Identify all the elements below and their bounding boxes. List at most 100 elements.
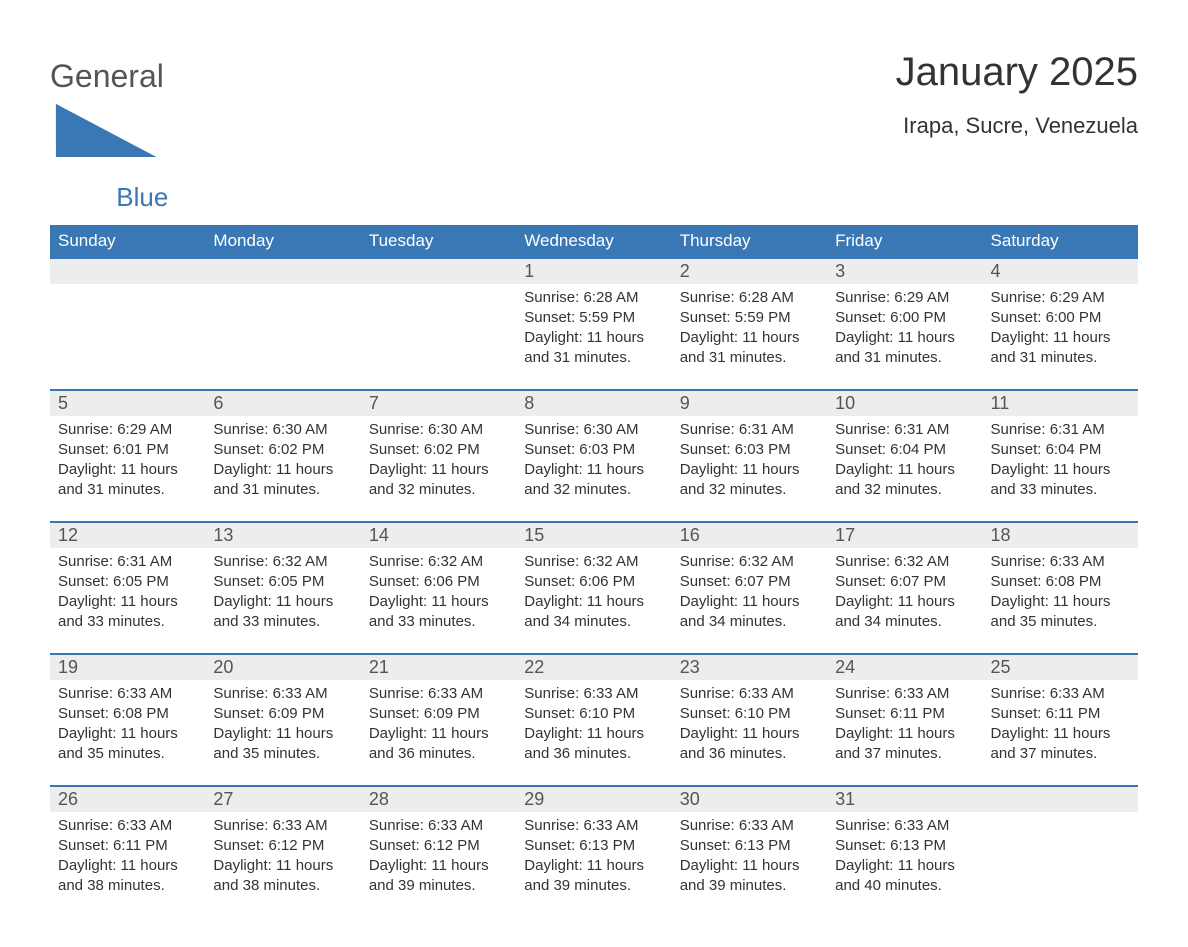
- daylight-line: Daylight: 11 hours and 31 minutes.: [835, 328, 974, 369]
- sunset-line: Sunset: 6:03 PM: [680, 440, 819, 460]
- calendar-week: 1Sunrise: 6:28 AMSunset: 5:59 PMDaylight…: [50, 257, 1138, 389]
- day-details: Sunrise: 6:33 AMSunset: 6:13 PMDaylight:…: [516, 812, 671, 907]
- daylight-line: Daylight: 11 hours and 36 minutes.: [369, 724, 508, 765]
- daylight-line: Daylight: 11 hours and 31 minutes.: [58, 460, 197, 501]
- calendar-week: 19Sunrise: 6:33 AMSunset: 6:08 PMDayligh…: [50, 653, 1138, 785]
- day-number: 20: [205, 655, 360, 680]
- sunrise-line: Sunrise: 6:33 AM: [991, 684, 1130, 704]
- sunrise-line: Sunrise: 6:33 AM: [213, 816, 352, 836]
- sunrise-line: Sunrise: 6:31 AM: [835, 420, 974, 440]
- calendar: SundayMondayTuesdayWednesdayThursdayFrid…: [50, 225, 1138, 917]
- sunrise-line: Sunrise: 6:32 AM: [369, 552, 508, 572]
- day-details: Sunrise: 6:33 AMSunset: 6:08 PMDaylight:…: [50, 680, 205, 775]
- sunrise-line: Sunrise: 6:29 AM: [835, 288, 974, 308]
- calendar-day: 26Sunrise: 6:33 AMSunset: 6:11 PMDayligh…: [50, 787, 205, 917]
- calendar-day: 4Sunrise: 6:29 AMSunset: 6:00 PMDaylight…: [983, 259, 1138, 389]
- calendar-day: [983, 787, 1138, 917]
- day-number: 2: [672, 259, 827, 284]
- day-number: 19: [50, 655, 205, 680]
- sunset-line: Sunset: 6:07 PM: [835, 572, 974, 592]
- sunset-line: Sunset: 6:05 PM: [58, 572, 197, 592]
- day-details: Sunrise: 6:33 AMSunset: 6:09 PMDaylight:…: [205, 680, 360, 775]
- day-details: Sunrise: 6:32 AMSunset: 6:06 PMDaylight:…: [361, 548, 516, 643]
- day-header: Thursday: [672, 225, 827, 257]
- sunrise-line: Sunrise: 6:33 AM: [58, 684, 197, 704]
- sunrise-line: Sunrise: 6:31 AM: [680, 420, 819, 440]
- daylight-line: Daylight: 11 hours and 32 minutes.: [524, 460, 663, 501]
- daylight-line: Daylight: 11 hours and 32 minutes.: [680, 460, 819, 501]
- day-details: Sunrise: 6:33 AMSunset: 6:12 PMDaylight:…: [361, 812, 516, 907]
- daylight-line: Daylight: 11 hours and 31 minutes.: [680, 328, 819, 369]
- calendar-day: 8Sunrise: 6:30 AMSunset: 6:03 PMDaylight…: [516, 391, 671, 521]
- day-header: Friday: [827, 225, 982, 257]
- sunrise-line: Sunrise: 6:29 AM: [58, 420, 197, 440]
- day-number: 9: [672, 391, 827, 416]
- day-number: 23: [672, 655, 827, 680]
- daylight-line: Daylight: 11 hours and 34 minutes.: [680, 592, 819, 633]
- daylight-line: Daylight: 11 hours and 36 minutes.: [680, 724, 819, 765]
- day-number: 26: [50, 787, 205, 812]
- calendar-day: 5Sunrise: 6:29 AMSunset: 6:01 PMDaylight…: [50, 391, 205, 521]
- sunrise-line: Sunrise: 6:30 AM: [213, 420, 352, 440]
- sunset-line: Sunset: 6:10 PM: [524, 704, 663, 724]
- day-number: [50, 259, 205, 284]
- calendar-week: 5Sunrise: 6:29 AMSunset: 6:01 PMDaylight…: [50, 389, 1138, 521]
- day-details: Sunrise: 6:29 AMSunset: 6:01 PMDaylight:…: [50, 416, 205, 511]
- calendar-day: 13Sunrise: 6:32 AMSunset: 6:05 PMDayligh…: [205, 523, 360, 653]
- calendar-day: 27Sunrise: 6:33 AMSunset: 6:12 PMDayligh…: [205, 787, 360, 917]
- day-details: Sunrise: 6:31 AMSunset: 6:03 PMDaylight:…: [672, 416, 827, 511]
- brand-name-blue: Blue: [50, 182, 168, 213]
- sunset-line: Sunset: 6:00 PM: [991, 308, 1130, 328]
- day-details: Sunrise: 6:33 AMSunset: 6:10 PMDaylight:…: [516, 680, 671, 775]
- calendar-week: 26Sunrise: 6:33 AMSunset: 6:11 PMDayligh…: [50, 785, 1138, 917]
- brand-logo: General Blue: [50, 50, 168, 213]
- daylight-line: Daylight: 11 hours and 37 minutes.: [991, 724, 1130, 765]
- day-number: 21: [361, 655, 516, 680]
- calendar-day: 25Sunrise: 6:33 AMSunset: 6:11 PMDayligh…: [983, 655, 1138, 785]
- calendar-body: 1Sunrise: 6:28 AMSunset: 5:59 PMDaylight…: [50, 257, 1138, 917]
- sunrise-line: Sunrise: 6:33 AM: [524, 684, 663, 704]
- day-number: 15: [516, 523, 671, 548]
- sunset-line: Sunset: 6:13 PM: [524, 836, 663, 856]
- day-details: Sunrise: 6:33 AMSunset: 6:13 PMDaylight:…: [827, 812, 982, 907]
- day-header: Tuesday: [361, 225, 516, 257]
- day-details: Sunrise: 6:30 AMSunset: 6:03 PMDaylight:…: [516, 416, 671, 511]
- sunrise-line: Sunrise: 6:32 AM: [524, 552, 663, 572]
- daylight-line: Daylight: 11 hours and 39 minutes.: [524, 856, 663, 897]
- day-details: Sunrise: 6:30 AMSunset: 6:02 PMDaylight:…: [361, 416, 516, 511]
- sunrise-line: Sunrise: 6:30 AM: [369, 420, 508, 440]
- day-details: Sunrise: 6:32 AMSunset: 6:05 PMDaylight:…: [205, 548, 360, 643]
- calendar-day: 14Sunrise: 6:32 AMSunset: 6:06 PMDayligh…: [361, 523, 516, 653]
- daylight-line: Daylight: 11 hours and 39 minutes.: [369, 856, 508, 897]
- sunset-line: Sunset: 6:04 PM: [991, 440, 1130, 460]
- day-details: Sunrise: 6:32 AMSunset: 6:07 PMDaylight:…: [827, 548, 982, 643]
- day-header: Wednesday: [516, 225, 671, 257]
- sunrise-line: Sunrise: 6:33 AM: [680, 816, 819, 836]
- sunset-line: Sunset: 6:09 PM: [213, 704, 352, 724]
- calendar-day: 17Sunrise: 6:32 AMSunset: 6:07 PMDayligh…: [827, 523, 982, 653]
- calendar-day: [361, 259, 516, 389]
- day-details: Sunrise: 6:31 AMSunset: 6:04 PMDaylight:…: [827, 416, 982, 511]
- calendar-day: 9Sunrise: 6:31 AMSunset: 6:03 PMDaylight…: [672, 391, 827, 521]
- day-details: [361, 284, 516, 298]
- daylight-line: Daylight: 11 hours and 31 minutes.: [213, 460, 352, 501]
- day-details: [205, 284, 360, 298]
- header-row: General Blue January 2025 Irapa, Sucre, …: [50, 50, 1138, 213]
- sunset-line: Sunset: 6:03 PM: [524, 440, 663, 460]
- calendar-day: 7Sunrise: 6:30 AMSunset: 6:02 PMDaylight…: [361, 391, 516, 521]
- day-details: Sunrise: 6:31 AMSunset: 6:04 PMDaylight:…: [983, 416, 1138, 511]
- sunset-line: Sunset: 6:11 PM: [835, 704, 974, 724]
- daylight-line: Daylight: 11 hours and 34 minutes.: [524, 592, 663, 633]
- sunrise-line: Sunrise: 6:28 AM: [680, 288, 819, 308]
- calendar-day: 23Sunrise: 6:33 AMSunset: 6:10 PMDayligh…: [672, 655, 827, 785]
- daylight-line: Daylight: 11 hours and 33 minutes.: [213, 592, 352, 633]
- sunset-line: Sunset: 6:12 PM: [369, 836, 508, 856]
- calendar-day: 6Sunrise: 6:30 AMSunset: 6:02 PMDaylight…: [205, 391, 360, 521]
- day-number: 13: [205, 523, 360, 548]
- day-details: Sunrise: 6:33 AMSunset: 6:11 PMDaylight:…: [827, 680, 982, 775]
- day-number: 14: [361, 523, 516, 548]
- sunset-line: Sunset: 6:06 PM: [524, 572, 663, 592]
- sunset-line: Sunset: 6:06 PM: [369, 572, 508, 592]
- sunrise-line: Sunrise: 6:33 AM: [213, 684, 352, 704]
- day-details: Sunrise: 6:29 AMSunset: 6:00 PMDaylight:…: [983, 284, 1138, 379]
